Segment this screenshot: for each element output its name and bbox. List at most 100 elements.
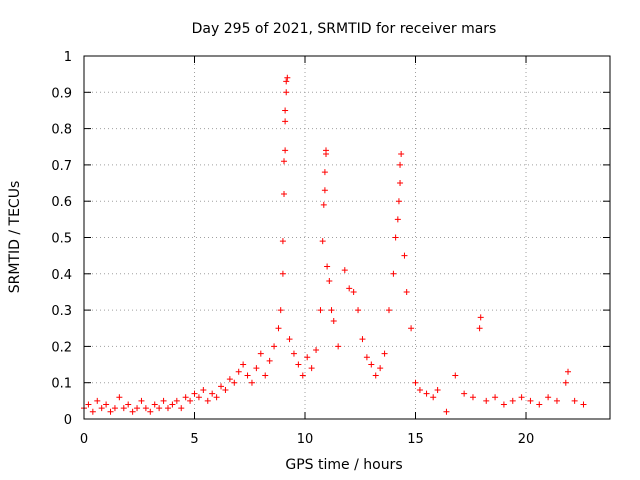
- data-point: [492, 394, 499, 401]
- data-point: [381, 350, 388, 357]
- data-point: [290, 350, 297, 357]
- data-point: [469, 394, 476, 401]
- data-point: [271, 343, 278, 350]
- data-point: [403, 288, 410, 295]
- data-point: [328, 307, 335, 314]
- data-point: [262, 372, 269, 379]
- y-tick-label: 1: [64, 50, 72, 65]
- data-point: [518, 394, 525, 401]
- data-point: [509, 397, 516, 404]
- data-point: [283, 78, 290, 85]
- data-point: [248, 379, 255, 386]
- data-point: [580, 401, 587, 408]
- data-point: [277, 307, 284, 314]
- data-point: [397, 161, 404, 168]
- data-point: [461, 390, 468, 397]
- data-point: [416, 386, 423, 393]
- data-point: [240, 361, 247, 368]
- data-point: [147, 408, 154, 415]
- x-tick-labels: 0 5 10 15 20: [80, 432, 534, 447]
- data-point: [116, 394, 123, 401]
- data-point: [350, 288, 357, 295]
- data-point: [191, 390, 198, 397]
- data-point: [204, 397, 211, 404]
- data-point: [129, 408, 136, 415]
- data-point: [430, 394, 437, 401]
- data-point: [335, 343, 342, 350]
- y-tick-label: 0.4: [51, 268, 72, 283]
- data-point: [326, 278, 333, 285]
- x-tick-label: 20: [518, 432, 535, 447]
- data-point: [282, 147, 289, 154]
- x-tick-label: 15: [407, 432, 424, 447]
- data-point: [169, 401, 176, 408]
- data-point: [213, 394, 220, 401]
- data-point: [282, 107, 289, 114]
- data-point: [401, 252, 408, 259]
- data-point: [299, 372, 306, 379]
- data-point: [536, 401, 543, 408]
- data-point: [156, 405, 163, 412]
- data-point: [195, 394, 202, 401]
- y-tick-label: 0.1: [51, 377, 72, 392]
- data-point: [231, 379, 238, 386]
- data-point: [392, 234, 399, 241]
- data-point: [500, 401, 507, 408]
- data-point: [355, 307, 362, 314]
- data-point: [323, 147, 330, 154]
- data-point: [164, 405, 171, 412]
- data-point: [395, 198, 402, 205]
- data-point: [398, 151, 405, 158]
- y-tick-label: 0.6: [51, 195, 72, 210]
- data-point: [304, 354, 311, 361]
- data-point: [85, 401, 92, 408]
- data-point: [341, 267, 348, 274]
- data-point: [160, 397, 167, 404]
- data-point: [187, 397, 194, 404]
- data-point: [209, 390, 216, 397]
- grid: [84, 56, 610, 419]
- data-point: [394, 216, 401, 223]
- data-point: [173, 397, 180, 404]
- data-point: [359, 336, 366, 343]
- data-point: [565, 368, 572, 375]
- data-point: [182, 394, 189, 401]
- data-point: [279, 238, 286, 245]
- data-point: [397, 180, 404, 187]
- data-point: [321, 169, 328, 176]
- data-point: [283, 89, 290, 96]
- data-point: [390, 270, 397, 277]
- data-point: [142, 405, 149, 412]
- data-point: [434, 386, 441, 393]
- data-point: [94, 397, 101, 404]
- y-tick-labels: 0 0.1 0.2 0.3 0.4 0.5 0.6 0.7 0.8 0.9 1: [51, 50, 72, 428]
- data-point: [571, 397, 578, 404]
- data-point: [284, 74, 291, 81]
- data-point: [218, 383, 225, 390]
- data-point: [476, 325, 483, 332]
- data-point: [178, 405, 185, 412]
- data-point: [562, 379, 569, 386]
- x-axis-label: GPS time / hours: [285, 457, 402, 473]
- data-point: [443, 408, 450, 415]
- data-point: [235, 368, 242, 375]
- data-point: [226, 376, 233, 383]
- data-point: [98, 405, 105, 412]
- data-point: [452, 372, 459, 379]
- data-point: [120, 405, 127, 412]
- data-point: [89, 408, 96, 415]
- data-point: [412, 379, 419, 386]
- data-point: [103, 401, 110, 408]
- x-tick-label: 10: [297, 432, 314, 447]
- data-point: [279, 270, 286, 277]
- data-point: [346, 285, 353, 292]
- data-point: [151, 401, 158, 408]
- data-point: [363, 354, 370, 361]
- data-point: [483, 397, 490, 404]
- data-point: [257, 350, 264, 357]
- chart-title: Day 295 of 2021, SRMTID for receiver mar…: [192, 21, 497, 37]
- data-point: [527, 397, 534, 404]
- data-point: [324, 263, 331, 270]
- data-point: [330, 317, 337, 324]
